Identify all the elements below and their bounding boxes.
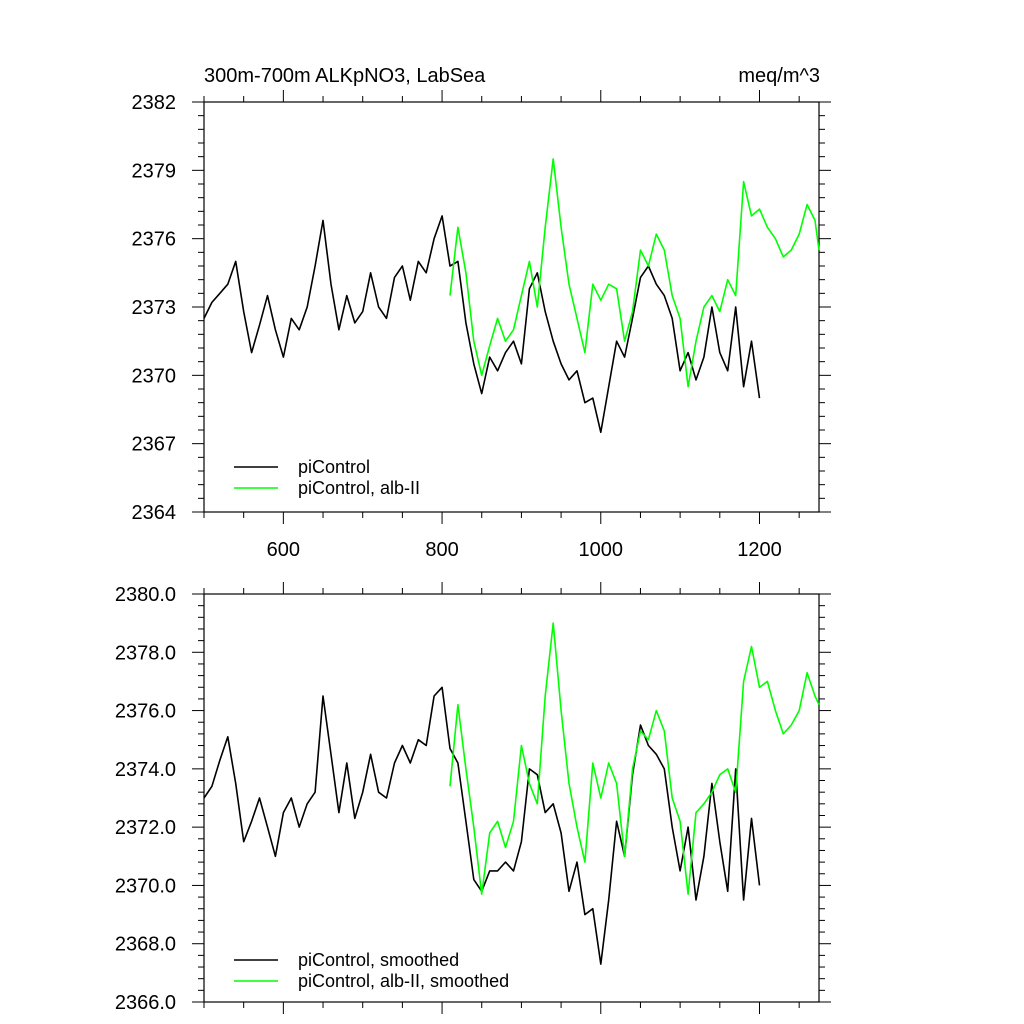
y-tick-label: 2366.0 <box>115 992 176 1014</box>
series-line-picontrol <box>203 686 761 965</box>
legend-label: piControl, alb-II, smoothed <box>298 971 509 991</box>
bottom-series-lines <box>203 622 820 965</box>
x-tick-label: 800 <box>425 539 458 561</box>
bottom-panel: 2366.0 2368.0 2370.0 2372.0 2374.0 2376.0 2378… <box>115 582 831 1014</box>
bottom-plot-frame <box>203 593 820 1003</box>
series-line-picontrol-alb-ii <box>449 622 820 896</box>
y-tick-label: 2364 <box>132 502 177 524</box>
legend-label: piControl, smoothed <box>298 950 459 970</box>
top-series-lines <box>203 158 820 434</box>
top-axis-ticks <box>192 90 831 524</box>
y-tick-label: 2370.0 <box>115 875 176 897</box>
y-tick-label: 2376.0 <box>115 701 176 723</box>
y-tick-label: 2367 <box>132 434 177 456</box>
top-x-tick-labels: 600 800 1000 1200 <box>267 539 782 561</box>
series-line-picontrol-alb-ii <box>449 158 820 388</box>
y-tick-label: 2372.0 <box>115 817 176 839</box>
y-tick-label: 2370 <box>132 365 177 387</box>
x-tick-label: 1200 <box>737 539 782 561</box>
y-tick-label: 2374.0 <box>115 759 176 781</box>
y-tick-label: 2368.0 <box>115 934 176 956</box>
legend-label: piControl, alb-II <box>298 478 420 498</box>
series-line-picontrol <box>203 215 761 434</box>
y-tick-label: 2378.0 <box>115 642 176 664</box>
legend-label: piControl <box>298 457 370 477</box>
bottom-axis-ticks <box>192 582 831 1014</box>
x-tick-label: 1000 <box>579 539 624 561</box>
y-tick-label: 2376 <box>132 229 177 251</box>
top-plot-frame <box>203 101 820 513</box>
y-tick-label: 2380.0 <box>115 584 176 606</box>
y-tick-label: 2373 <box>132 297 177 319</box>
top-y-tick-labels: 2364 2367 2370 2373 2376 2379 2382 <box>132 92 177 524</box>
top-panel-units: meq/m^3 <box>738 65 820 87</box>
top-panel-title: 300m-700m ALKpNO3, LabSea <box>204 65 486 87</box>
y-tick-label: 2379 <box>132 160 177 182</box>
top-panel: 300m-700m ALKpNO3, LabSea meq/m^3 236423… <box>132 65 831 561</box>
y-tick-label: 2382 <box>132 92 177 114</box>
bottom-y-tick-labels: 2366.0 2368.0 2370.0 2372.0 2374.0 2376.0 2378… <box>115 584 176 1014</box>
x-tick-label: 600 <box>267 539 300 561</box>
